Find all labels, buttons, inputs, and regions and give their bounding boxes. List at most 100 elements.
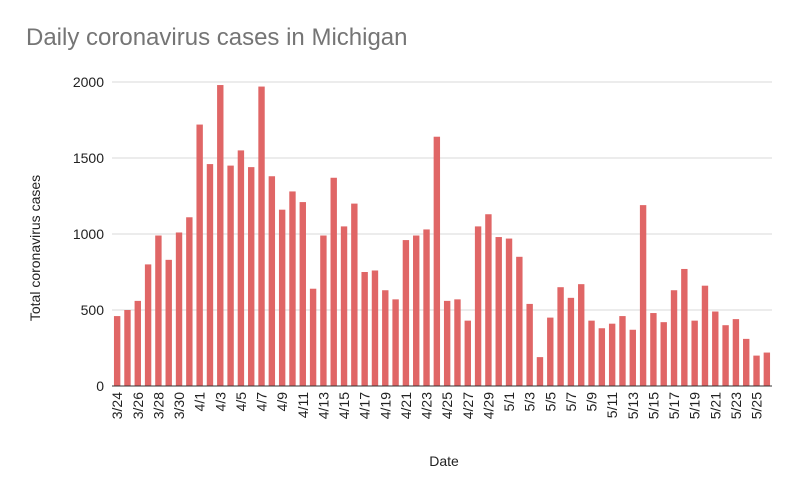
x-tick-label: 4/13 bbox=[315, 392, 331, 419]
bar bbox=[278, 209, 286, 386]
bar bbox=[670, 290, 678, 386]
y-tick-label: 1500 bbox=[73, 150, 104, 166]
bar bbox=[505, 238, 513, 386]
x-tick-label: 4/23 bbox=[419, 392, 435, 419]
bar bbox=[712, 311, 719, 386]
bar bbox=[196, 124, 203, 386]
bar bbox=[237, 150, 245, 386]
bars bbox=[113, 85, 771, 386]
bar bbox=[413, 235, 420, 386]
bar bbox=[557, 287, 564, 386]
bar bbox=[175, 232, 183, 386]
bar bbox=[732, 319, 740, 386]
bar bbox=[320, 235, 327, 386]
x-tick-label: 4/3 bbox=[212, 392, 228, 412]
bar bbox=[722, 325, 729, 386]
bar bbox=[650, 313, 657, 386]
bar bbox=[124, 310, 131, 386]
bar bbox=[186, 217, 193, 386]
bar bbox=[691, 320, 698, 386]
x-tick-label: 5/1 bbox=[501, 392, 517, 412]
x-tick-label: 4/25 bbox=[439, 392, 455, 419]
x-tick-label: 5/23 bbox=[728, 392, 744, 419]
x-axis-label: Date bbox=[429, 453, 459, 469]
bar bbox=[433, 136, 441, 386]
bar bbox=[351, 203, 358, 386]
y-axis-ticks: 0 500 1000 1500 2000 bbox=[73, 74, 104, 394]
bar bbox=[144, 264, 152, 386]
bar bbox=[753, 355, 760, 386]
bar bbox=[330, 177, 337, 386]
bar bbox=[660, 322, 667, 386]
x-tick-label: 4/27 bbox=[460, 392, 476, 419]
x-tick-label: 3/30 bbox=[171, 392, 187, 419]
chart-title: Daily coronavirus cases in Michigan bbox=[26, 24, 408, 51]
bar bbox=[763, 352, 771, 386]
y-tick-label: 500 bbox=[81, 302, 105, 318]
x-tick-label: 5/17 bbox=[666, 392, 682, 419]
bar bbox=[299, 202, 306, 386]
bar bbox=[289, 191, 296, 386]
x-tick-label: 4/19 bbox=[377, 392, 393, 419]
bar bbox=[392, 299, 399, 386]
x-tick-label: 5/7 bbox=[563, 392, 579, 412]
bar bbox=[743, 338, 750, 386]
bar bbox=[155, 235, 162, 386]
x-tick-label: 5/13 bbox=[625, 392, 641, 419]
bar bbox=[248, 167, 255, 386]
x-tick-label: 5/5 bbox=[542, 392, 558, 412]
bar bbox=[567, 297, 575, 386]
bar bbox=[217, 85, 224, 386]
bar bbox=[402, 240, 410, 386]
bar bbox=[423, 229, 430, 386]
x-tick-label: 4/11 bbox=[295, 392, 311, 418]
bar bbox=[516, 256, 523, 386]
bar bbox=[206, 164, 214, 386]
bar bbox=[443, 300, 451, 386]
x-tick-label: 5/15 bbox=[645, 392, 661, 419]
bar bbox=[588, 320, 595, 386]
bar bbox=[227, 165, 234, 386]
bar bbox=[536, 357, 544, 386]
x-tick-label: 4/7 bbox=[254, 392, 270, 412]
x-tick-label: 5/3 bbox=[522, 392, 538, 412]
x-tick-label: 4/21 bbox=[398, 392, 414, 419]
bar bbox=[629, 329, 636, 386]
bar bbox=[547, 317, 554, 386]
bar bbox=[113, 316, 121, 386]
x-tick-label: 5/9 bbox=[584, 392, 600, 412]
bar bbox=[464, 320, 471, 386]
bar bbox=[578, 284, 585, 386]
y-tick-label: 0 bbox=[96, 378, 104, 394]
bar bbox=[474, 226, 482, 386]
bar bbox=[526, 303, 533, 386]
y-tick-label: 2000 bbox=[73, 74, 104, 90]
bar bbox=[454, 299, 461, 386]
x-tick-label: 5/19 bbox=[687, 392, 703, 419]
y-tick-label: 1000 bbox=[73, 226, 104, 242]
bar bbox=[495, 237, 502, 386]
x-tick-label: 4/1 bbox=[192, 392, 208, 412]
x-tick-label: 3/24 bbox=[109, 392, 125, 419]
bar bbox=[361, 272, 368, 386]
bar bbox=[608, 323, 616, 386]
bar bbox=[619, 316, 626, 386]
bar bbox=[165, 259, 172, 386]
x-tick-label: 3/28 bbox=[150, 392, 166, 419]
x-tick-label: 5/25 bbox=[749, 392, 765, 419]
x-tick-label: 3/26 bbox=[130, 392, 146, 419]
x-tick-label: 4/29 bbox=[480, 392, 496, 419]
x-tick-label: 5/11 bbox=[604, 392, 620, 418]
x-tick-label: 4/15 bbox=[336, 392, 352, 419]
x-tick-label: 4/17 bbox=[357, 392, 373, 419]
bar bbox=[371, 270, 379, 386]
bar bbox=[309, 288, 317, 386]
y-axis-label: Total coronavirus cases bbox=[27, 175, 43, 321]
x-axis-ticks: 3/24 3/26 3/28 3/30 4/1 4/3 4/5 4/7 4/9 4/11 4/13 4… bbox=[109, 392, 764, 419]
bar bbox=[598, 328, 606, 386]
x-tick-label: 4/9 bbox=[274, 392, 290, 412]
bar bbox=[382, 290, 389, 386]
bar bbox=[268, 176, 276, 386]
x-tick-label: 5/21 bbox=[707, 392, 723, 419]
